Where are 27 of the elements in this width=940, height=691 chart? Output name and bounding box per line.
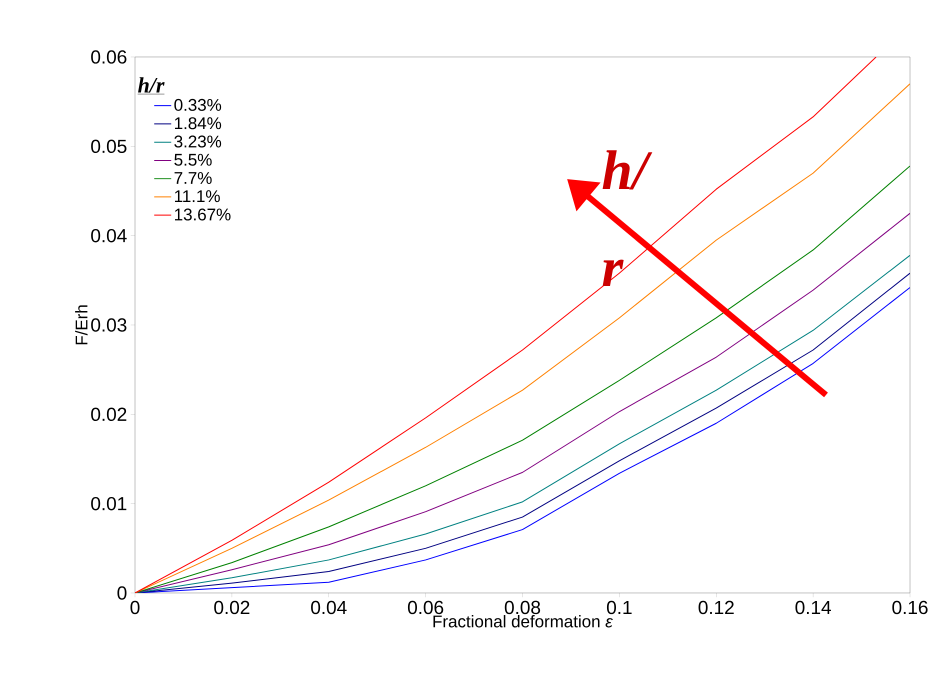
y-tick-label: 0.01 [91,496,126,510]
legend-label: 3.23% [174,136,222,148]
legend-title: h/r [138,77,165,93]
x-tick-label: 0 [130,600,140,614]
annotation: h/ [602,150,652,190]
x-tick-label: 0.1 [606,600,632,614]
y-tick-label: 0.05 [91,140,126,154]
x-tick-label: 0.16 [892,600,928,614]
x-tick-label: 0.06 [408,600,444,614]
legend-label: 7.7% [174,172,212,184]
y-tick-label: 0.03 [91,318,126,332]
x-tick-label: 0.12 [698,600,734,614]
legend-label: 11.1% [174,190,220,202]
legend-label: 1.84% [174,117,222,130]
x-tick-label: 0.04 [311,600,347,614]
x-tick-label: 0.08 [504,600,540,614]
x-tick-label: 0.02 [214,600,250,614]
legend-label: 0.33% [174,98,222,111]
y-tick-label: 0.06 [91,50,126,64]
y-tick-label: 0.04 [91,228,127,242]
x-axis-title: Fractional deformation ε [433,615,613,628]
legend-label: 13.67% [174,208,231,221]
y-axis-title: F/Erh [75,305,88,344]
x-tick-label: 0.14 [795,600,831,614]
y-tick-label: 0.02 [91,408,126,422]
y-tick-label: 0 [117,586,126,600]
legend-label: 5.5% [174,154,212,166]
